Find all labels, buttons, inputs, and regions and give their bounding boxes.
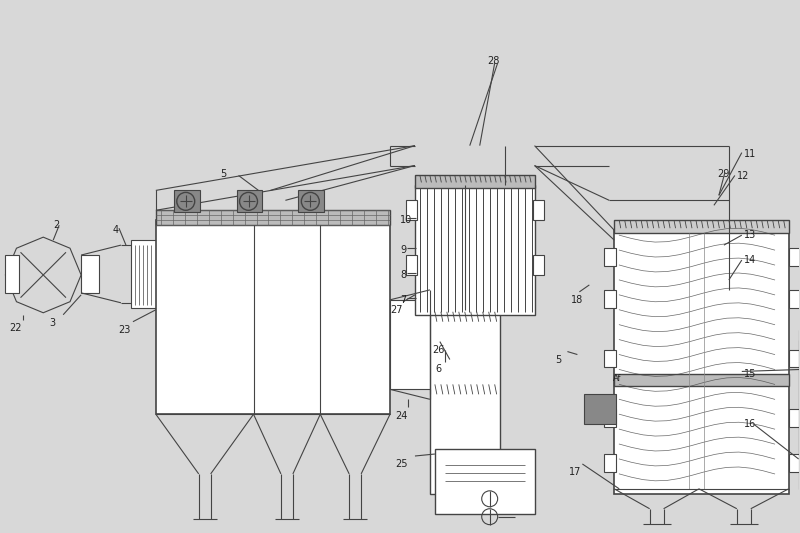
Text: 15: 15 [744,369,756,379]
Bar [604,290,616,308]
Bar [435,449,534,514]
Text: 12: 12 [737,171,750,181]
Text: 4: 4 [113,225,119,235]
Bar [533,255,543,275]
Bar [614,230,789,494]
Text: 14: 14 [744,255,756,265]
Text: 13: 13 [744,230,756,240]
Text: 6: 6 [435,365,441,375]
Text: 29: 29 [717,168,730,179]
Bar [156,220,390,414]
Text: 25: 25 [395,459,407,469]
Bar [430,310,500,494]
Bar [156,211,390,225]
Text: 28: 28 [488,56,500,66]
Bar [789,454,800,472]
Bar [6,255,19,293]
Text: 3: 3 [50,318,55,328]
Text: 26: 26 [432,345,444,354]
Bar [604,454,616,472]
Bar [174,190,200,212]
Text: 22: 22 [10,322,22,333]
Text: 10: 10 [400,215,412,225]
Text: 16: 16 [744,419,756,429]
Bar [604,409,616,427]
Text: 24: 24 [395,411,407,421]
Bar [789,409,800,427]
Bar [604,350,616,367]
Bar [390,300,435,389]
Text: 18: 18 [571,295,584,305]
Bar [614,375,789,386]
Bar [789,290,800,308]
Text: 5: 5 [555,354,562,365]
Text: Af: Af [614,375,622,383]
Text: 23: 23 [118,325,130,335]
Bar [81,255,99,293]
Text: 9: 9 [400,245,406,255]
Bar [237,190,262,212]
Bar [406,255,417,275]
Bar [533,200,543,220]
Text: 8: 8 [400,270,406,280]
Bar [614,220,789,233]
Text: 7: 7 [400,295,406,305]
Bar [406,200,417,220]
Text: 11: 11 [744,149,756,159]
Bar [415,185,534,315]
Bar [789,248,800,266]
Text: 5: 5 [221,168,227,179]
Bar [298,190,324,212]
Bar [415,175,534,188]
Text: 2: 2 [54,220,59,230]
Text: 17: 17 [570,467,582,477]
Bar [131,240,159,308]
Bar [604,248,616,266]
Bar [584,394,616,424]
Text: 27: 27 [390,305,402,315]
Bar [789,350,800,367]
